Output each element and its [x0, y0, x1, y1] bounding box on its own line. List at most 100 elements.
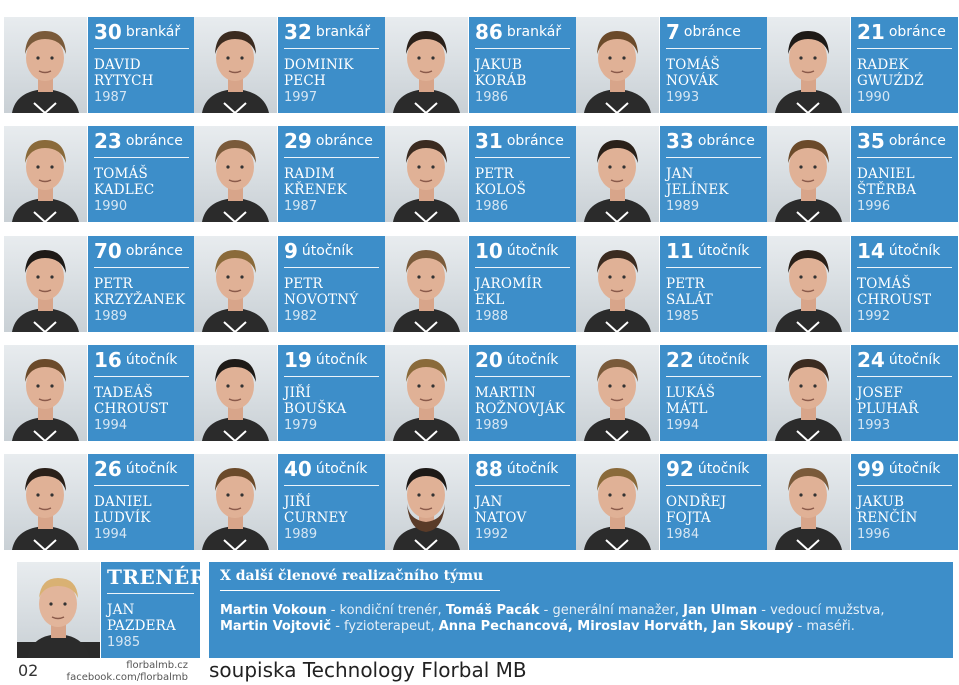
player-photo: [576, 126, 659, 222]
jersey-number: 10: [475, 239, 503, 263]
player-birth-year: 1988: [475, 309, 509, 324]
jersey-number: 35: [857, 129, 885, 153]
player-info: 7 obránce TOMÁŠ NOVÁK 1993: [660, 17, 767, 113]
player-photo: [194, 345, 277, 441]
divider: [666, 267, 761, 268]
portrait-icon: [775, 468, 842, 550]
player-info: 70 obránce PETR KRZYŽANEK 1989: [88, 236, 195, 332]
player-position: brankář: [315, 24, 371, 40]
player-info: 26 útočník DANIEL LUDVÍK 1994: [88, 454, 195, 550]
coach-first-name: JAN: [107, 602, 135, 618]
player-photo: [194, 236, 277, 332]
divider: [857, 485, 952, 486]
portrait-icon: [584, 468, 651, 550]
player-position: útočník: [888, 243, 941, 259]
player-first-name: PETR: [284, 276, 323, 292]
jersey-number: 7: [666, 20, 680, 44]
player-position: útočník: [315, 461, 368, 477]
coach-photo: [17, 562, 100, 658]
player-position: útočník: [506, 243, 559, 259]
player-photo: [194, 126, 277, 222]
player-birth-year: 1994: [94, 527, 128, 542]
player-info: 33 obránce JAN JELÍNEK 1989: [660, 126, 767, 222]
player-birth-year: 1990: [857, 90, 891, 105]
website-link[interactable]: florbalmb.cz: [126, 660, 188, 671]
player-photo: [4, 126, 87, 222]
player-info: 9 útočník PETR NOVOTNÝ 1982: [278, 236, 385, 332]
divider: [857, 376, 952, 377]
player-photo: [4, 17, 87, 113]
player-last-name: NATOV: [475, 510, 527, 526]
player-card: 92 útočník ONDŘEJ FOJTA 1984: [576, 454, 767, 550]
player-photo: [385, 454, 468, 550]
player-card: 86 brankář JAKUB KORÁB 1986: [385, 17, 576, 113]
player-photo: [194, 17, 277, 113]
player-info: 10 útočník JAROMÍR EKL 1988: [469, 236, 576, 332]
player-first-name: JAKUB: [857, 494, 905, 510]
portrait-icon: [393, 250, 460, 332]
player-first-name: PETR: [475, 166, 514, 182]
player-position: útočník: [301, 243, 354, 259]
player-card: 31 obránce PETR KOLOŠ 1986: [385, 126, 576, 222]
player-birth-year: 1997: [284, 90, 318, 105]
player-position: útočník: [506, 461, 559, 477]
facebook-link[interactable]: facebook.com/florbalmb: [66, 672, 188, 683]
player-birth-year: 1987: [284, 199, 318, 214]
jersey-number: 86: [475, 20, 503, 44]
jersey-number: 20: [475, 348, 503, 372]
portrait-icon: [584, 359, 651, 441]
player-position: útočník: [315, 352, 368, 368]
player-position: útočník: [125, 461, 178, 477]
coach-info: TRENÉR JAN PAZDERA 1985: [101, 562, 206, 658]
staff-line-1: Martin Vokoun - kondiční trenér, Tomáš P…: [220, 603, 953, 619]
player-info: 88 útočník JAN NATOV 1992: [469, 454, 576, 550]
player-info: 20 útočník MARTIN ROŽNOVJÁK 1989: [469, 345, 576, 441]
player-info: 23 obránce TOMÁŠ KADLEC 1990: [88, 126, 195, 222]
player-card: 22 útočník LUKÁŠ MÁTL 1994: [576, 345, 767, 441]
player-position: útočník: [888, 461, 941, 477]
portrait-icon: [775, 140, 842, 222]
divider: [857, 267, 952, 268]
web-links: florbalmb.cz facebook.com/florbalmb: [58, 660, 188, 684]
player-card: 7 obránce TOMÁŠ NOVÁK 1993: [576, 17, 767, 113]
player-card: 33 obránce JAN JELÍNEK 1989: [576, 126, 767, 222]
player-card: 21 obránce RADEK GWUŹDŹ 1990: [767, 17, 958, 113]
player-photo: [576, 454, 659, 550]
divider: [475, 485, 570, 486]
player-photo: [767, 345, 850, 441]
player-last-name: EKL: [475, 292, 505, 308]
player-last-name: SALÁT: [666, 292, 713, 308]
player-first-name: DANIEL: [94, 494, 152, 510]
divider: [94, 48, 189, 49]
divider: [857, 48, 952, 49]
coach-label: TRENÉR: [107, 565, 207, 589]
divider: [107, 593, 194, 594]
portrait-icon: [393, 140, 460, 222]
jersey-number: 9: [284, 239, 298, 263]
player-photo: [385, 345, 468, 441]
player-first-name: JAN: [475, 494, 503, 510]
player-last-name: LUDVÍK: [94, 510, 151, 526]
player-first-name: RADEK: [857, 57, 909, 73]
player-photo: [4, 345, 87, 441]
jersey-number: 24: [857, 348, 885, 372]
portrait-icon: [12, 359, 79, 441]
player-card: 29 obránce RADIM KŘENEK 1987: [194, 126, 385, 222]
player-last-name: PECH: [284, 73, 326, 89]
player-birth-year: 1986: [475, 199, 509, 214]
player-birth-year: 1985: [666, 309, 700, 324]
portrait-icon: [202, 31, 269, 113]
jersey-number: 14: [857, 239, 885, 263]
portrait-icon: [12, 250, 79, 332]
staff-title: X další členové realizačního týmu: [220, 568, 484, 584]
divider: [284, 157, 379, 158]
player-first-name: DANIEL: [857, 166, 915, 182]
staff-line-2: Martin Vojtovič - fyzioterapeut, Anna Pe…: [220, 619, 953, 635]
jersey-number: 19: [284, 348, 312, 372]
portrait-icon: [202, 140, 269, 222]
jersey-number: 26: [94, 457, 122, 481]
player-first-name: TOMÁŠ: [857, 276, 911, 292]
player-card: 88 útočník JAN NATOV 1992: [385, 454, 576, 550]
player-photo: [576, 345, 659, 441]
divider: [94, 376, 189, 377]
